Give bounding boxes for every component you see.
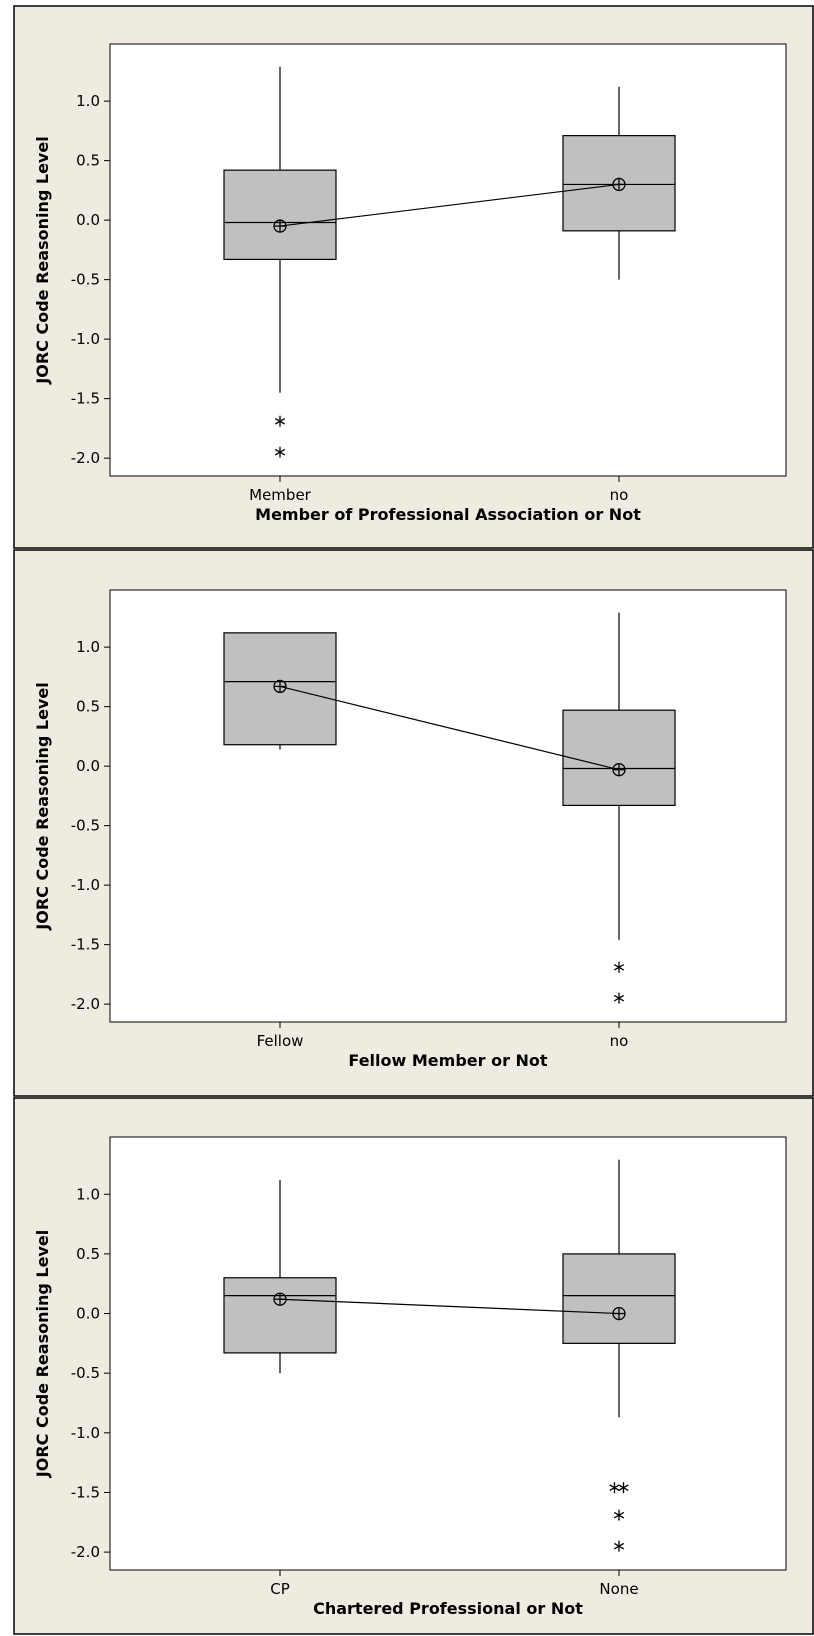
outlier-marker [274,415,286,427]
y-tick-label: 1.0 [76,92,100,110]
mean-symbol [273,1292,287,1306]
iqr-box [223,1277,337,1354]
y-axis-title: JORC Code Reasoning Level [33,136,52,384]
box-member [223,66,337,458]
mean-connect-line [279,685,620,771]
y-tick-label: 0.5 [76,1245,100,1263]
x-tick-label: no [610,1032,629,1050]
mean-symbol [612,177,626,192]
y-tick-label: -2.0 [71,1543,100,1561]
x-tick-label: Fellow [257,1032,304,1050]
mean-symbol [273,219,287,233]
outlier-marker [609,1482,620,1494]
outlier-marker [613,1540,625,1552]
y-tick-label: 0.5 [76,152,100,170]
x-tick-label: Member [249,486,312,504]
mean-symbol [612,1306,626,1321]
x-tick-label: no [610,486,629,504]
y-axis-title: JORC Code Reasoning Level [33,1230,52,1478]
x-tick-label: None [599,1580,638,1598]
outlier-marker [613,992,625,1004]
box-none [562,1159,676,1552]
x-axis-title: Chartered Professional or Not [313,1599,583,1618]
y-tick-label: -2.0 [71,449,100,467]
iqr-box [562,709,676,807]
y-tick-label: 1.0 [76,638,100,656]
y-tick-label: -1.0 [71,1424,100,1442]
chart-panel: 1.0 0.5 0.0 -0.5 -1.0 -1.5 -2.0 Fellow no Fellow … [13,549,814,1097]
chart-panel: 1.0 0.5 0.0 -0.5 -1.0 -1.5 -2.0 CP None Chartered… [13,1097,814,1635]
y-tick-label: 0.0 [76,1305,100,1323]
plot-area [109,589,787,1023]
y-tick-label: -1.0 [71,330,100,348]
outlier-marker [613,1509,625,1521]
y-tick-label: -1.0 [71,876,100,894]
y-tick-label: 0.0 [76,757,100,775]
chart-panel: 1.0 0.5 0.0 -0.5 -1.0 -1.5 -2.0 Member noMember … [13,5,814,549]
mean-connect-line [279,1298,620,1315]
iqr-box [562,1253,676,1344]
y-tick-label: -2.0 [71,995,100,1013]
y-axis-title: JORC Code Reasoning Level [33,682,52,930]
y-tick-label: -1.5 [71,390,100,408]
outlier-marker [274,446,286,458]
iqr-box [223,169,337,261]
plot-area [109,1136,787,1571]
outlier-marker [613,961,625,973]
y-tick-label: -1.5 [71,1483,100,1501]
mean-connect-line [279,183,620,227]
y-tick-label: 0.5 [76,698,100,716]
y-tick-label: -0.5 [71,817,100,835]
box-cp [223,1179,337,1374]
plot-area [109,43,787,477]
x-axis-title: Fellow Member or Not [348,1051,547,1070]
x-axis-title: Member of Professional Association or No… [255,505,641,524]
y-tick-label: 1.0 [76,1185,100,1203]
x-tick-label: CP [270,1580,290,1598]
y-tick-label: -1.5 [71,936,100,954]
mean-symbol [273,679,287,694]
y-tick-label: 0.0 [76,211,100,229]
y-tick-label: -0.5 [71,1364,100,1382]
outlier-marker [618,1482,629,1494]
box-no [562,612,676,1004]
mean-symbol [612,763,626,777]
y-tick-label: -0.5 [71,271,100,289]
